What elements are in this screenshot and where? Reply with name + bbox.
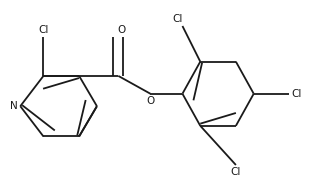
Text: O: O <box>117 25 125 35</box>
Text: Cl: Cl <box>291 89 301 99</box>
Text: Cl: Cl <box>231 167 241 177</box>
Text: O: O <box>146 96 154 105</box>
Text: Cl: Cl <box>172 14 182 24</box>
Text: Cl: Cl <box>38 25 49 35</box>
Text: N: N <box>10 101 17 111</box>
